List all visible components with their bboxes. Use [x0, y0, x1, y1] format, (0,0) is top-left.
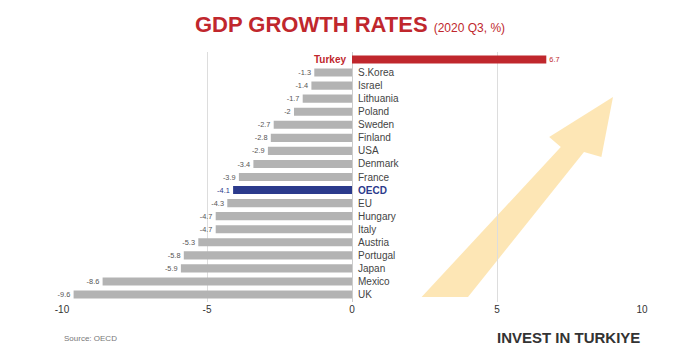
svg-text:-2.7: -2.7 — [258, 120, 271, 129]
svg-text:5: 5 — [494, 304, 500, 315]
svg-text:Sweden: Sweden — [358, 119, 394, 130]
svg-text:-4.7: -4.7 — [200, 212, 213, 221]
svg-text:-9.6: -9.6 — [58, 290, 71, 299]
svg-text:10: 10 — [636, 304, 648, 315]
svg-text:-3.4: -3.4 — [237, 160, 250, 169]
svg-text:-2.8: -2.8 — [255, 133, 268, 142]
svg-text:GDP GROWTH RATES (2020 Q3, %): GDP GROWTH RATES (2020 Q3, %) — [195, 12, 505, 37]
svg-text:Denmark: Denmark — [358, 158, 400, 169]
svg-text:Hungary: Hungary — [358, 211, 396, 222]
svg-text:Poland: Poland — [358, 106, 389, 117]
svg-text:USA: USA — [358, 145, 379, 156]
svg-text:Turkey: Turkey — [314, 54, 346, 65]
svg-text:-10: -10 — [55, 304, 70, 315]
svg-text:Israel: Israel — [358, 80, 382, 91]
svg-text:-5.3: -5.3 — [182, 238, 195, 247]
svg-text:-4.7: -4.7 — [200, 225, 213, 234]
svg-text:France: France — [358, 172, 390, 183]
svg-text:Lithuania: Lithuania — [358, 93, 399, 104]
svg-text:-4.3: -4.3 — [211, 199, 224, 208]
svg-text:-4.1: -4.1 — [217, 186, 230, 195]
svg-text:Finland: Finland — [358, 132, 391, 143]
svg-text:-1.3: -1.3 — [298, 68, 311, 77]
svg-text:Portugal: Portugal — [358, 250, 395, 261]
svg-text:EU: EU — [358, 198, 372, 209]
svg-text:OECD: OECD — [358, 185, 387, 196]
svg-text:-1.7: -1.7 — [287, 94, 300, 103]
svg-text:-2.9: -2.9 — [252, 146, 265, 155]
svg-text:INVEST IN TURKIYE: INVEST IN TURKIYE — [497, 329, 640, 346]
svg-text:Japan: Japan — [358, 263, 385, 274]
svg-text:-2: -2 — [284, 107, 291, 116]
svg-text:-8.6: -8.6 — [87, 277, 100, 286]
svg-text:Austria: Austria — [358, 237, 390, 248]
svg-text:-3.9: -3.9 — [223, 173, 236, 182]
svg-text:-5.8: -5.8 — [168, 251, 181, 260]
svg-text:6.7: 6.7 — [549, 55, 559, 64]
svg-text:Mexico: Mexico — [358, 276, 390, 287]
svg-text:0: 0 — [349, 304, 355, 315]
svg-text:-5: -5 — [203, 304, 212, 315]
svg-text:S.Korea: S.Korea — [358, 67, 395, 78]
svg-text:-1.4: -1.4 — [295, 81, 308, 90]
svg-text:Italy: Italy — [358, 224, 376, 235]
svg-text:UK: UK — [358, 289, 372, 300]
svg-text:Source: OECD: Source: OECD — [64, 334, 117, 343]
svg-text:-5.9: -5.9 — [165, 264, 178, 273]
